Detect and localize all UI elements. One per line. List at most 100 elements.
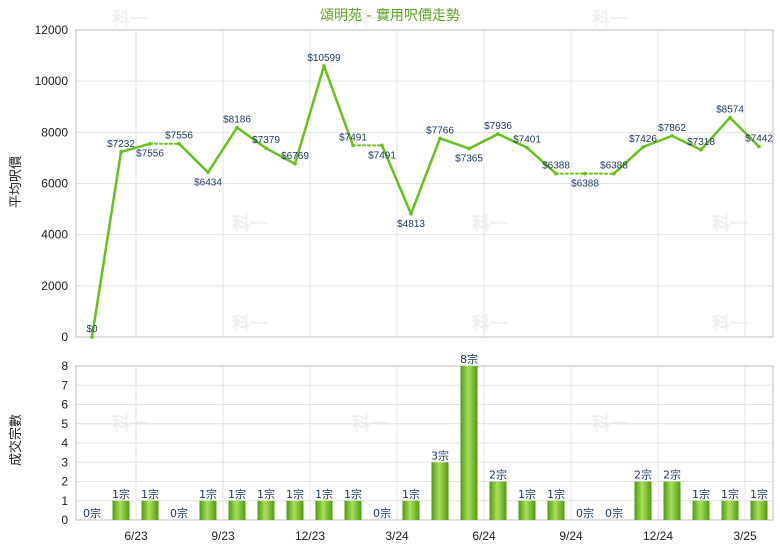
price-point (612, 171, 616, 176)
price-line-segment (177, 142, 210, 174)
line-y-tick-label: 4000 (41, 228, 68, 242)
price-line-segment (641, 134, 674, 149)
transaction-count-label: 0宗 (373, 506, 391, 520)
transaction-count-label: 1宗 (257, 487, 275, 501)
transaction-count-label: 8宗 (460, 352, 478, 366)
price-line-segment (728, 116, 761, 148)
bar-y-tick-label: 4 (61, 436, 68, 450)
transaction-bar (489, 481, 507, 520)
watermark-text: 科一 (232, 313, 268, 335)
x-tick-label: 12/23 (295, 529, 325, 543)
bar-y-tick-label: 8 (61, 359, 68, 373)
transaction-bar (518, 500, 536, 520)
line-y-tick-label: 6000 (41, 177, 68, 191)
price-line-segment (409, 137, 442, 216)
transaction-bar (344, 500, 362, 520)
price-point (467, 146, 471, 151)
price-point (554, 171, 558, 176)
transaction-count-label: 1宗 (750, 487, 768, 501)
transaction-count-label: 1宗 (547, 487, 565, 501)
transaction-bar (721, 500, 739, 520)
price-point (90, 335, 94, 339)
price-line-segment (699, 116, 732, 152)
transaction-count-label: 1宗 (228, 487, 246, 501)
x-tick-label: 9/23 (211, 529, 235, 543)
transaction-bar (286, 500, 304, 520)
price-data-label: $7426 (629, 134, 657, 145)
price-point (351, 143, 355, 148)
transaction-count-label: 0宗 (83, 506, 101, 520)
transaction-bar (547, 500, 565, 520)
watermark-text: 科一 (112, 8, 148, 30)
transaction-bar (402, 500, 420, 520)
line-plot-frame (75, 29, 774, 338)
line-y-tick-label: 2000 (41, 279, 68, 293)
transaction-bar (460, 366, 478, 520)
transaction-bar (112, 500, 130, 520)
transaction-bar (141, 500, 159, 520)
price-line-segment (264, 146, 297, 166)
watermark-text: 科一 (352, 8, 388, 30)
price-line-segment (119, 142, 152, 154)
price-data-label: $8574 (716, 105, 744, 116)
price-data-label: $6388 (571, 179, 599, 190)
watermark-text: 科一 (472, 313, 508, 335)
price-line-segment (438, 137, 471, 150)
bar-y-tick-label: 2 (61, 475, 68, 489)
line-y-tick-label: 10000 (35, 74, 69, 88)
price-point (699, 147, 703, 152)
price-line-segment (467, 132, 500, 150)
price-data-label: $7232 (107, 139, 135, 150)
x-tick-label: 9/24 (559, 529, 583, 543)
transaction-bar (199, 500, 217, 520)
chart-title: 頌明苑 - 實用呎價走勢 (320, 7, 460, 24)
transaction-count-label: 0宗 (170, 506, 188, 520)
price-point (322, 64, 326, 68)
transaction-count-label: 1宗 (402, 487, 420, 501)
price-point (177, 141, 181, 146)
price-point (757, 144, 761, 149)
bar-plot-frame (75, 365, 774, 521)
price-line-segment (322, 64, 355, 147)
bar-y-tick-label: 0 (61, 513, 68, 527)
line-y-tick-label: 12000 (35, 23, 69, 37)
transaction-count-label: 1宗 (199, 487, 217, 501)
transaction-count-label: 1宗 (344, 487, 362, 501)
bar-y-axis-title: 成交宗數 (8, 414, 24, 466)
price-data-label: $10599 (307, 53, 341, 64)
price-data-label: $7379 (252, 135, 280, 146)
price-data-label: $7318 (687, 137, 715, 148)
price-line-segment (670, 134, 703, 152)
transaction-bar (634, 481, 652, 520)
price-point (409, 212, 413, 216)
price-data-label: $7491 (368, 150, 396, 161)
price-point (235, 125, 239, 130)
transaction-count-label: 0宗 (605, 506, 623, 520)
line-chart-panel: 020004000600080001000012000$0$7232$7556$… (35, 23, 774, 344)
x-tick-label: 3/25 (733, 529, 757, 543)
bar-y-tick-label: 6 (61, 398, 68, 412)
bar-chart-panel: 0 1 2 3 4 5 6 7 8 0宗 1宗 1宗 0宗 1宗 1宗 1宗 1宗 1宗 1宗 0宗 1宗 3宗 8宗 2宗 1… (61, 352, 774, 543)
price-data-label: $0 (86, 324, 98, 335)
transaction-count-label: 2宗 (634, 468, 652, 482)
x-tick-label: 3/24 (385, 529, 409, 543)
price-data-label: $6434 (194, 177, 222, 188)
transaction-count-label: 1宗 (141, 487, 159, 501)
watermark-text: 科一 (232, 213, 268, 235)
transaction-count-label: 0宗 (576, 506, 594, 520)
transaction-bar (257, 500, 275, 520)
price-point (148, 141, 152, 146)
price-point (119, 150, 123, 154)
price-line-segment (380, 144, 413, 216)
price-data-label: $7862 (658, 123, 686, 134)
x-tick-label: 12/24 (643, 529, 673, 543)
transaction-count-label: 1宗 (112, 487, 130, 501)
price-data-label: $6769 (281, 151, 309, 162)
transaction-count-label: 3宗 (431, 448, 449, 462)
price-data-label: $7766 (426, 125, 454, 136)
price-point (438, 136, 442, 141)
price-line-segment (206, 126, 239, 174)
price-point (264, 146, 268, 151)
price-line-segment (293, 64, 326, 166)
